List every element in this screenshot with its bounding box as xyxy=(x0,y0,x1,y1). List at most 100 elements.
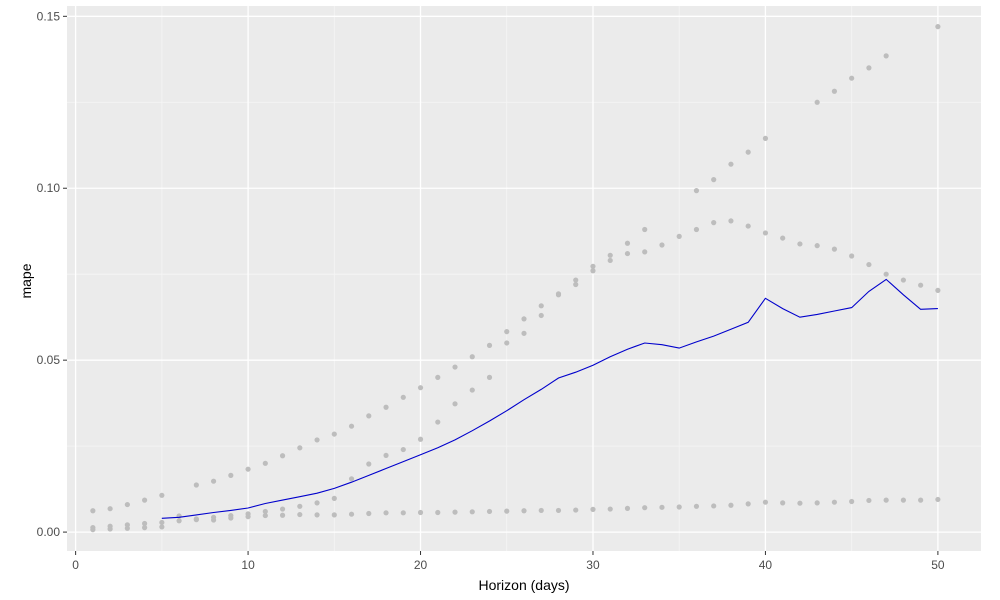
data-point xyxy=(314,437,320,443)
data-point xyxy=(486,374,493,380)
data-point xyxy=(693,188,700,194)
data-point xyxy=(331,431,337,437)
data-point xyxy=(918,497,924,503)
data-point xyxy=(314,500,320,506)
data-point xyxy=(762,499,769,505)
y-tick-label: 0.05 xyxy=(37,353,61,367)
data-point xyxy=(900,277,906,283)
data-point xyxy=(142,520,148,527)
data-point xyxy=(797,241,803,247)
data-point xyxy=(607,252,613,258)
data-point xyxy=(831,246,838,252)
data-point xyxy=(555,507,562,514)
data-point xyxy=(624,250,631,257)
data-point xyxy=(452,401,458,407)
y-axis: 0.00 0.05 0.10 0.15 xyxy=(37,9,67,539)
data-point xyxy=(383,452,389,459)
data-point xyxy=(590,263,596,269)
data-point xyxy=(383,404,389,410)
data-point xyxy=(866,497,872,504)
data-point xyxy=(849,253,855,259)
data-point xyxy=(762,230,769,236)
data-point xyxy=(883,497,889,503)
plot-panel xyxy=(67,6,981,551)
data-point xyxy=(348,423,355,429)
data-point xyxy=(314,512,320,518)
data-point xyxy=(297,503,303,509)
data-point xyxy=(469,509,475,515)
data-point xyxy=(504,340,510,346)
data-point xyxy=(193,482,199,488)
data-point xyxy=(780,500,786,506)
y-tick-label: 0.15 xyxy=(37,9,61,23)
data-point xyxy=(883,53,889,59)
data-point xyxy=(814,500,820,506)
data-point xyxy=(279,512,286,518)
data-point xyxy=(780,235,786,241)
data-point xyxy=(711,503,717,509)
mape-line xyxy=(161,278,938,519)
data-point xyxy=(262,460,268,466)
data-point xyxy=(142,497,148,503)
data-point xyxy=(521,508,527,514)
data-point xyxy=(590,506,596,512)
data-point xyxy=(124,525,130,531)
data-point xyxy=(435,419,441,425)
data-point xyxy=(693,503,700,509)
data-point xyxy=(711,220,717,226)
data-point xyxy=(107,526,113,532)
data-point xyxy=(728,218,734,224)
data-point xyxy=(935,496,941,503)
data-point xyxy=(469,387,475,393)
y-axis-title: mape xyxy=(18,263,34,298)
data-point xyxy=(124,501,130,508)
data-point xyxy=(624,505,631,511)
data-point xyxy=(866,261,872,268)
x-tick-label: 0 xyxy=(72,558,79,572)
data-point xyxy=(521,316,527,322)
data-point xyxy=(745,149,751,155)
data-point xyxy=(573,507,579,513)
data-point xyxy=(90,527,96,533)
data-point xyxy=(590,268,596,274)
data-point xyxy=(107,506,113,512)
data-point xyxy=(142,525,148,531)
data-point xyxy=(262,512,268,519)
data-point xyxy=(228,515,234,521)
data-point xyxy=(624,240,631,246)
data-point xyxy=(279,506,286,512)
data-point xyxy=(521,330,527,336)
data-point xyxy=(814,99,820,105)
mean-line xyxy=(161,278,938,519)
data-point xyxy=(642,249,648,255)
x-axis-title: Horizon (days) xyxy=(478,577,569,593)
data-point xyxy=(814,243,820,249)
x-tick-label: 40 xyxy=(759,558,773,572)
data-point xyxy=(279,453,286,459)
major-grid xyxy=(67,6,981,551)
minor-grid xyxy=(67,6,981,551)
data-points xyxy=(90,24,941,533)
data-point xyxy=(555,292,562,298)
data-point xyxy=(831,88,838,94)
data-point xyxy=(159,524,165,530)
data-point xyxy=(538,303,544,309)
data-point xyxy=(245,514,251,520)
data-point xyxy=(659,504,665,510)
data-point xyxy=(797,500,803,506)
data-point xyxy=(504,508,510,514)
data-point xyxy=(193,517,199,523)
data-point xyxy=(417,509,424,516)
data-point xyxy=(400,446,406,453)
data-point xyxy=(849,75,855,81)
data-point xyxy=(159,519,165,526)
data-point xyxy=(900,497,906,503)
x-tick-label: 50 xyxy=(931,558,945,572)
data-point xyxy=(883,271,889,277)
data-point xyxy=(849,498,855,505)
data-point xyxy=(711,177,717,183)
data-point xyxy=(297,511,303,518)
data-point xyxy=(159,492,165,498)
data-point xyxy=(383,510,389,516)
